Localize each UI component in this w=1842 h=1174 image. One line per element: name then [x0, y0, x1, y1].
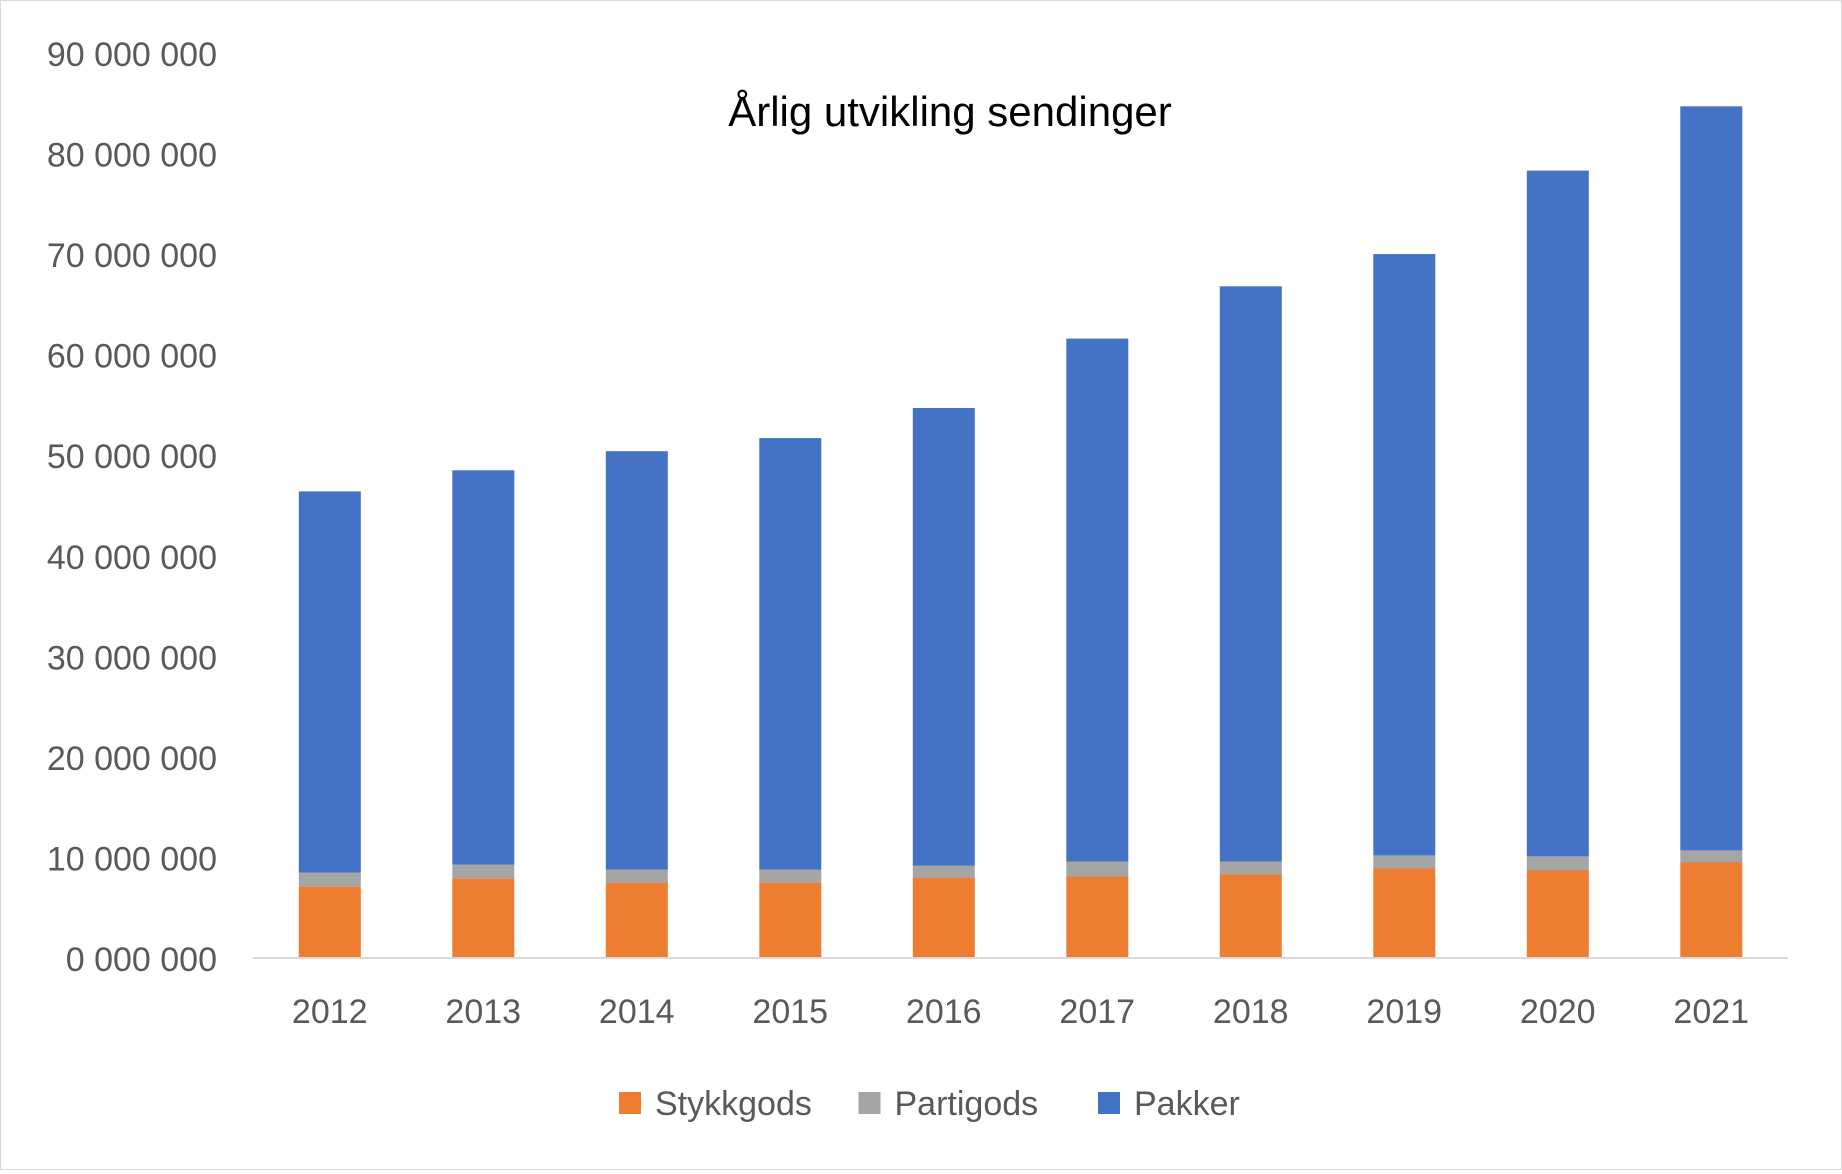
x-tick-label: 2015: [752, 993, 828, 1031]
legend-swatch: [619, 1092, 641, 1114]
x-axis: 2012 2013 2014 2015 2016 2017 2018 2019 2020 2021: [292, 993, 1749, 1031]
bar-stykkgods-2021: [1680, 862, 1743, 958]
bar-stykkgods-2015: [759, 882, 822, 958]
bar-stack-2020: [1526, 170, 1589, 958]
legend-item-pakker: Pakker: [1098, 1085, 1240, 1123]
bar-stack-2021: [1680, 106, 1743, 958]
bar-partigods-2021: [1680, 850, 1743, 863]
bar-pakker-2019: [1373, 254, 1436, 856]
bar-pakker-2017: [1066, 338, 1129, 862]
bar-partigods-2014: [605, 869, 668, 883]
bar-stykkgods-2016: [912, 877, 975, 958]
legend: Stykkgods Partigods Pakker: [619, 1085, 1240, 1123]
bar-stykkgods-2020: [1526, 870, 1589, 958]
bar-pakker-2021: [1680, 106, 1743, 851]
legend-item-partigods: Partigods: [858, 1085, 1039, 1123]
legend-label: Partigods: [895, 1085, 1039, 1123]
bar-stack-2018: [1219, 286, 1282, 958]
bar-stack-2016: [912, 408, 975, 958]
bar-stack-2015: [759, 438, 822, 958]
bar-partigods-2016: [912, 865, 975, 878]
x-tick-label: 2019: [1366, 993, 1442, 1031]
bar-pakker-2015: [759, 438, 822, 870]
x-tick-label: 2016: [906, 993, 982, 1031]
bar-partigods-2012: [298, 872, 361, 887]
x-tick-label: 2014: [599, 993, 675, 1031]
bar-stack-2019: [1373, 254, 1436, 958]
y-tick-label: 50 000 000: [47, 438, 217, 476]
bar-pakker-2012: [298, 491, 361, 873]
bar-stykkgods-2019: [1373, 868, 1436, 958]
y-tick-label: 20 000 000: [47, 740, 217, 778]
bar-stykkgods-2017: [1066, 876, 1129, 958]
bar-stykkgods-2013: [452, 878, 515, 958]
legend-swatch: [858, 1092, 881, 1114]
bar-partigods-2017: [1066, 861, 1129, 877]
bar-stykkgods-2012: [298, 886, 361, 958]
bar-stykkgods-2018: [1219, 874, 1282, 958]
x-tick-label: 2021: [1673, 993, 1749, 1031]
x-tick-label: 2012: [292, 993, 368, 1031]
y-tick-label: 70 000 000: [47, 237, 217, 275]
bar-stack-2014: [605, 451, 668, 958]
y-axis: 0 000 000 10 000 000 20 000 000 30 000 000 4…: [47, 36, 217, 979]
plot-area: [298, 106, 1743, 958]
bar-partigods-2015: [759, 869, 822, 883]
x-tick-label: 2017: [1059, 993, 1135, 1031]
y-tick-label: 0 000 000: [66, 941, 217, 979]
x-tick-label: 2020: [1520, 993, 1596, 1031]
bar-stykkgods-2014: [605, 882, 668, 958]
y-tick-label: 30 000 000: [47, 639, 217, 677]
y-tick-label: 80 000 000: [47, 137, 217, 175]
bar-pakker-2014: [605, 451, 668, 870]
legend-label: Stykkgods: [655, 1085, 812, 1123]
bar-stack-2013: [452, 470, 515, 958]
y-tick-label: 60 000 000: [47, 338, 217, 376]
bar-partigods-2019: [1373, 855, 1436, 869]
bar-pakker-2013: [452, 470, 515, 865]
y-tick-label: 90 000 000: [47, 36, 217, 74]
y-tick-label: 40 000 000: [47, 539, 217, 577]
bar-partigods-2018: [1219, 861, 1282, 875]
chart-title: Årlig utvikling sendinger: [728, 88, 1172, 135]
x-tick-label: 2018: [1213, 993, 1289, 1031]
bar-partigods-2013: [452, 864, 515, 879]
legend-label: Pakker: [1134, 1085, 1240, 1123]
bar-pakker-2018: [1219, 286, 1282, 862]
bar-partigods-2020: [1526, 856, 1589, 871]
bar-stack-2017: [1066, 338, 1129, 958]
legend-item-stykkgods: Stykkgods: [619, 1085, 812, 1123]
x-tick-label: 2013: [445, 993, 521, 1031]
bar-pakker-2020: [1526, 170, 1589, 857]
y-tick-label: 10 000 000: [47, 840, 217, 878]
legend-swatch: [1098, 1092, 1120, 1114]
bar-stack-2012: [298, 491, 361, 958]
bar-pakker-2016: [912, 408, 975, 866]
